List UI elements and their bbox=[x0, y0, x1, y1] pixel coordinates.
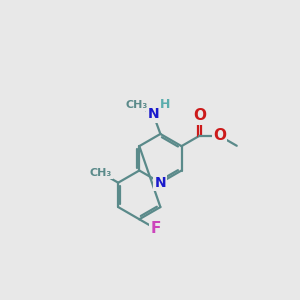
Text: CH₃: CH₃ bbox=[126, 100, 148, 110]
Text: H: H bbox=[160, 98, 171, 111]
Text: CH₃: CH₃ bbox=[90, 168, 112, 178]
Text: N: N bbox=[148, 107, 159, 122]
Text: O: O bbox=[193, 108, 206, 123]
Text: O: O bbox=[213, 128, 226, 143]
Text: N: N bbox=[154, 176, 166, 190]
Text: F: F bbox=[151, 221, 161, 236]
